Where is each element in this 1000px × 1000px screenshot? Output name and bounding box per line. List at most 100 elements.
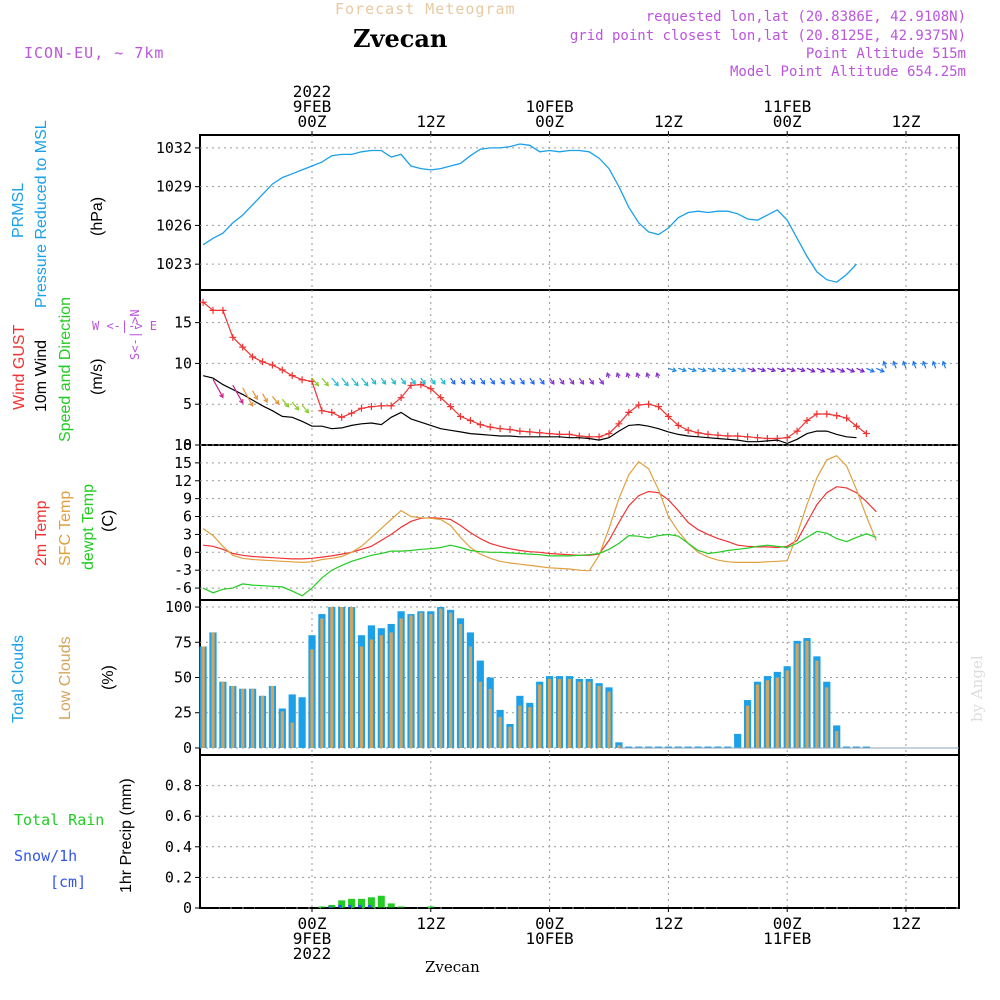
total-clouds-bar: [862, 746, 870, 748]
wind-gust-marker: [278, 366, 286, 374]
wind-direction-arrow: [380, 377, 386, 385]
wind-gust-marker: [447, 403, 455, 411]
wind-arrow-head: [440, 379, 446, 385]
wind-direction-arrow: [261, 393, 268, 403]
wind-direction-arrow: [787, 367, 795, 372]
point-altitude: Point Altitude 515m: [805, 46, 966, 62]
wind-direction-arrow: [598, 377, 604, 385]
wind-direction-arrow: [341, 377, 349, 387]
wind-gust-marker: [615, 420, 623, 428]
wind-arrow-head: [879, 368, 885, 373]
wind-arrow-head: [810, 368, 816, 373]
wind-direction-arrow: [697, 367, 706, 372]
y-tick-label: 0: [183, 436, 192, 454]
low-clouds-bar: [498, 716, 502, 748]
y-tick-label: 15: [174, 314, 192, 332]
wind-direction-arrow: [806, 367, 815, 373]
wind-direction-arrow: [479, 377, 485, 385]
wind-rose-ew: W <-|-> E: [92, 319, 158, 333]
low-clouds-bar: [775, 677, 779, 748]
wind-gust-marker: [684, 426, 692, 434]
wind-arrow-head: [840, 368, 846, 373]
wind-direction-arrow: [400, 377, 406, 385]
wind-direction-arrow: [351, 377, 359, 387]
rain-bar: [377, 895, 385, 908]
wind-gust-marker: [783, 434, 791, 442]
top-time-label: 2022: [293, 82, 332, 101]
y-tick-label: 9: [183, 490, 192, 508]
wind-gust-marker: [239, 343, 247, 351]
wind-arrow-head: [401, 379, 406, 385]
wind-arrow-head: [721, 367, 727, 373]
wind-arrow-head: [921, 360, 927, 366]
wind-arrow-head: [460, 379, 466, 385]
rain-bar: [348, 898, 356, 908]
wind-arrow-head: [450, 379, 456, 385]
low-clouds-bar: [251, 688, 255, 748]
wind-gust-marker: [605, 430, 613, 438]
snow-unit-label: [cm]: [50, 873, 87, 891]
model-name: ICON-EU, ~ 7km: [24, 44, 165, 62]
y-tick-label: 1029: [156, 178, 192, 196]
bottom-time-label: 00Z: [535, 914, 564, 933]
y-tick-label: 1026: [156, 216, 192, 234]
wind-arrow-head: [892, 360, 898, 366]
total-clouds-bar: [852, 746, 861, 748]
wind-direction-arrow: [301, 404, 309, 413]
snow-bar: [358, 904, 362, 908]
wind-arrow-head: [500, 379, 505, 385]
wind-direction-arrow: [539, 377, 545, 385]
top-time-label: 12Z: [416, 112, 445, 131]
wind-gust-marker: [358, 404, 365, 412]
gridpoint-coords: grid point closest lon,lat (20.8125E, 42…: [569, 28, 966, 44]
wind-direction-arrow: [777, 367, 786, 372]
total-clouds-bar: [843, 746, 851, 748]
low-clouds-bar: [508, 726, 512, 748]
total-clouds-bar: [684, 746, 692, 748]
wind-gust-marker: [229, 333, 237, 341]
wind-arrow-head: [599, 379, 604, 385]
wind-arrow-head: [480, 379, 486, 385]
wind-arrow-head: [820, 368, 826, 373]
wind-gust-marker: [318, 407, 326, 415]
wind-gust-marker: [823, 410, 831, 418]
wind-direction-arrow: [321, 377, 329, 387]
wind-direction-arrow: [578, 377, 584, 385]
wind-direction-arrow: [816, 367, 825, 373]
requested-coords: requested lon,lat (20.8386E, 42.9108N): [645, 9, 966, 25]
prmsl-line: [202, 143, 857, 283]
y-tick-label: 0: [183, 739, 192, 757]
low-clouds-bar: [350, 607, 354, 748]
wind-direction-arrow: [688, 367, 696, 372]
wind-gust-marker: [853, 422, 860, 430]
bottom-time-label: 00Z: [298, 914, 327, 933]
snow-bar: [338, 904, 342, 908]
wind-gust-marker: [328, 408, 336, 416]
low-clouds-bar: [449, 612, 453, 748]
total-clouds-bar: [674, 746, 682, 748]
wind-direction-arrow: [796, 367, 805, 372]
wind-direction-arrow: [410, 377, 416, 385]
wind-direction-arrow: [678, 367, 687, 372]
panel-frame-1: [199, 134, 960, 291]
y-tick-label: 0: [183, 543, 192, 561]
low-clouds-bar: [557, 678, 562, 748]
wind-gust-marker: [417, 381, 425, 389]
wind-direction-arrow: [450, 377, 456, 385]
wind-arrow-head: [470, 379, 476, 385]
wind-direction-arrow: [331, 377, 339, 387]
low-clouds-bar: [310, 649, 314, 748]
wind-arrow-head: [625, 371, 631, 378]
low-clouds-bar: [488, 688, 492, 748]
low-clouds-bar: [429, 614, 433, 748]
wind-direction-arrow: [942, 361, 947, 369]
wind-arrow-head: [780, 367, 786, 373]
wind-arrow-head: [830, 368, 836, 373]
wind-arrow-head: [344, 381, 349, 387]
bottom-time-label: 00Z: [773, 914, 802, 933]
rain-bar: [338, 900, 346, 908]
wind-direction-arrow: [707, 367, 716, 372]
wind-arrow-head: [274, 399, 280, 405]
